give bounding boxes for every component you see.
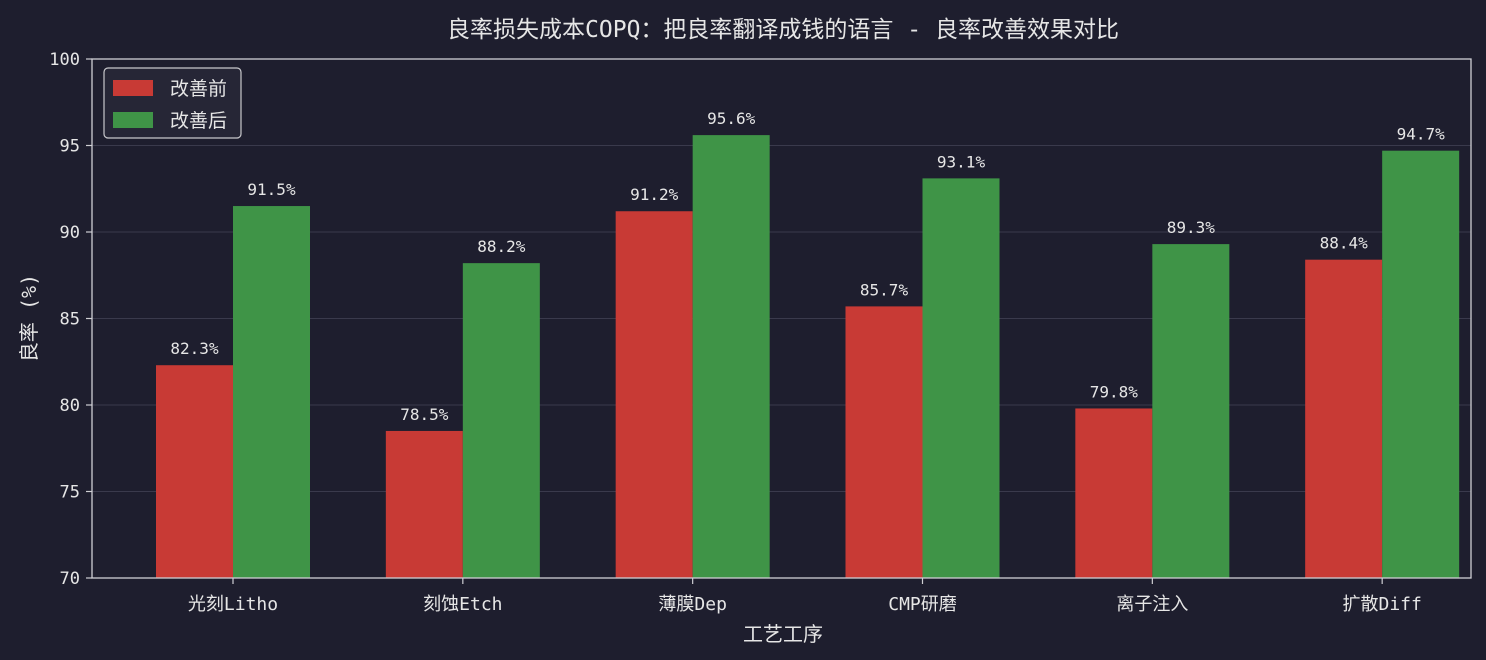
- legend-label: 改善前: [170, 78, 227, 100]
- x-tick-label: 离子注入: [1116, 594, 1188, 615]
- bar-before: [156, 365, 233, 578]
- legend-swatch: [113, 80, 153, 96]
- bar-value-label: 88.2%: [477, 237, 526, 256]
- bar-after: [462, 263, 540, 578]
- y-axis-label: 良率 (%): [17, 274, 41, 362]
- x-tick-label: 薄膜Dep: [658, 594, 727, 615]
- bar-after: [922, 178, 1000, 578]
- bar-before: [615, 211, 693, 579]
- y-tick-label: 85: [60, 310, 80, 330]
- x-tick-label: CMP研磨: [888, 594, 957, 615]
- legend-swatch: [113, 112, 153, 128]
- bars: [156, 135, 1460, 579]
- bar-before: [1305, 259, 1383, 578]
- bar-after: [1152, 244, 1230, 579]
- x-tick-label: 刻蚀Etch: [423, 594, 502, 615]
- bar-value-label: 95.6%: [707, 109, 756, 128]
- legend-label: 改善后: [170, 110, 227, 132]
- x-axis: 光刻Litho 刻蚀Etch 薄膜Dep CMP研磨 离子注入 扩散Diff: [188, 578, 1422, 615]
- bar-value-label: 82.3%: [170, 339, 219, 358]
- bar-value-label: 89.3%: [1167, 218, 1216, 237]
- y-tick-label: 70: [60, 569, 80, 589]
- y-tick-label: 75: [60, 483, 80, 503]
- bar-value-label: 79.8%: [1090, 382, 1139, 401]
- bar-before: [845, 306, 923, 578]
- bar-value-label: 88.4%: [1320, 234, 1369, 253]
- bar-value-label: 91.2%: [630, 185, 679, 204]
- bar-before: [385, 430, 463, 578]
- bar-value-label: 85.7%: [860, 280, 909, 299]
- bar-after: [233, 206, 310, 579]
- bar-value-labels: 82.3% 91.5% 78.5% 88.2% 91.2% 95.6% 85.7% 93.1%…: [170, 109, 1445, 424]
- bar-before: [1075, 408, 1153, 578]
- bar-value-label: 91.5%: [247, 180, 296, 199]
- bar-value-label: 78.5%: [400, 405, 449, 424]
- chart-title: 良率损失成本COPQ：把良率翻译成钱的语言 - 良率改善效果对比: [447, 17, 1119, 43]
- y-tick-label: 80: [60, 396, 80, 416]
- bar-value-label: 94.7%: [1397, 125, 1446, 144]
- y-tick-label: 90: [60, 223, 80, 243]
- x-tick-label: 扩散Diff: [1342, 594, 1421, 615]
- grid-lines: [92, 145, 1471, 492]
- y-axis: 70 75 80 85 90 95 100: [49, 50, 92, 589]
- y-tick-label: 100: [49, 50, 80, 70]
- bar-value-label: 93.1%: [937, 152, 986, 171]
- x-axis-label: 工艺工序: [743, 622, 823, 646]
- x-tick-label: 光刻Litho: [188, 594, 278, 615]
- bar-after: [692, 135, 770, 578]
- y-tick-label: 95: [60, 137, 80, 157]
- bar-after: [1382, 150, 1460, 578]
